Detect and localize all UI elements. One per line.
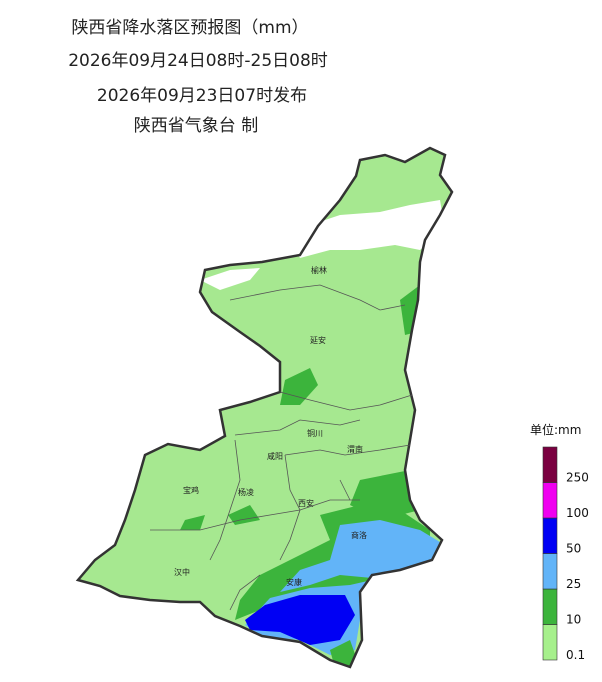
legend: 0.1 10 25 50 100 250 — [542, 446, 589, 662]
city-label: 安康 — [286, 577, 302, 587]
city-label: 铜川 — [307, 428, 323, 438]
legend-swatch — [542, 553, 558, 590]
legend-label: 25 — [566, 577, 581, 591]
title: 陕西省降水落区预报图（mm） — [71, 18, 308, 38]
legend-swatch — [542, 588, 558, 625]
legend-label: 0.1 — [566, 648, 585, 662]
legend-label: 100 — [566, 506, 589, 520]
city-label: 渭南 — [347, 444, 363, 454]
legend-swatch — [542, 446, 558, 483]
legend-label: 50 — [566, 542, 581, 556]
legend-swatch — [542, 482, 558, 519]
legend-label: 250 — [566, 471, 589, 485]
city-label: 商洛 — [351, 530, 367, 540]
city-label: 榆林 — [311, 265, 327, 275]
city-labels: 榆林 延安 铜川 渭南 咸阳 宝鸡 杨凌 西安 商洛 汉中 安康 — [174, 265, 367, 587]
city-label: 汉中 — [174, 567, 190, 577]
legend-swatch — [542, 624, 558, 661]
city-label: 咸阳 — [267, 451, 283, 461]
issued: 2026年09月23日07时发布 — [97, 86, 307, 106]
city-label: 延安 — [310, 335, 326, 345]
city-label: 西安 — [298, 498, 314, 508]
valid-period: 2026年09月24日08时-25日08时 — [68, 51, 328, 71]
legend-swatch — [542, 517, 558, 554]
city-borders — [150, 284, 413, 611]
issuer: 陕西省气象台 制 — [134, 116, 258, 136]
city-label: 杨凌 — [238, 487, 254, 497]
city-label: 宝鸡 — [183, 485, 199, 495]
legend-label: 10 — [566, 613, 581, 627]
legend-title: 单位:mm — [530, 422, 581, 437]
